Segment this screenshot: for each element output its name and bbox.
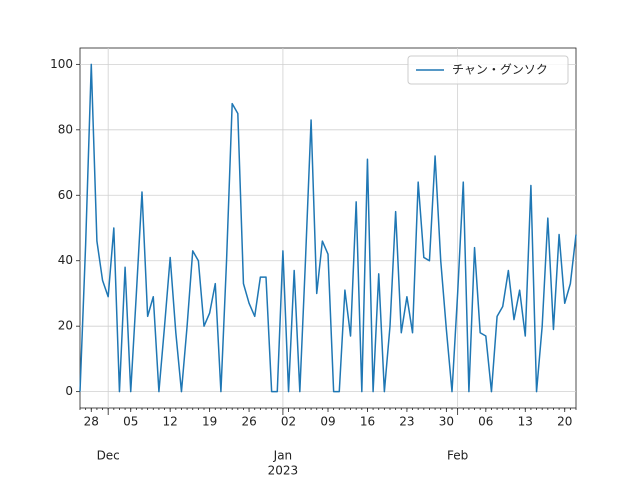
x-month-label: Jan bbox=[273, 449, 293, 463]
x-tick-label: 30 bbox=[439, 415, 454, 429]
x-tick-label: 23 bbox=[399, 415, 414, 429]
x-tick-label: 05 bbox=[123, 415, 138, 429]
legend-box bbox=[407, 55, 569, 85]
y-tick-label: 100 bbox=[50, 57, 73, 71]
y-tick-label: 40 bbox=[58, 253, 73, 267]
x-tick-label: 28 bbox=[84, 415, 99, 429]
x-tick-label: 12 bbox=[163, 415, 178, 429]
y-tick-label: 80 bbox=[58, 122, 73, 136]
x-tick-label: 26 bbox=[241, 415, 256, 429]
y-tick-label: 60 bbox=[58, 188, 73, 202]
plot-frame bbox=[79, 47, 577, 409]
x-month-label: Feb bbox=[447, 449, 468, 463]
x-tick-label: 02 bbox=[281, 415, 296, 429]
x-tick-label: 06 bbox=[478, 415, 493, 429]
x-tick-label: 09 bbox=[320, 415, 335, 429]
legend-label: チャン・グンソク bbox=[452, 63, 548, 77]
x-year-label: 2023 bbox=[268, 464, 299, 478]
x-tick-label: 19 bbox=[202, 415, 217, 429]
x-tick-label: 16 bbox=[360, 415, 375, 429]
x-month-label: Dec bbox=[97, 449, 120, 463]
y-tick-label: 20 bbox=[58, 319, 73, 333]
y-tick-label: 0 bbox=[65, 384, 73, 398]
data-line bbox=[79, 63, 577, 393]
x-tick-label: 20 bbox=[557, 415, 572, 429]
x-tick-label: 13 bbox=[518, 415, 533, 429]
